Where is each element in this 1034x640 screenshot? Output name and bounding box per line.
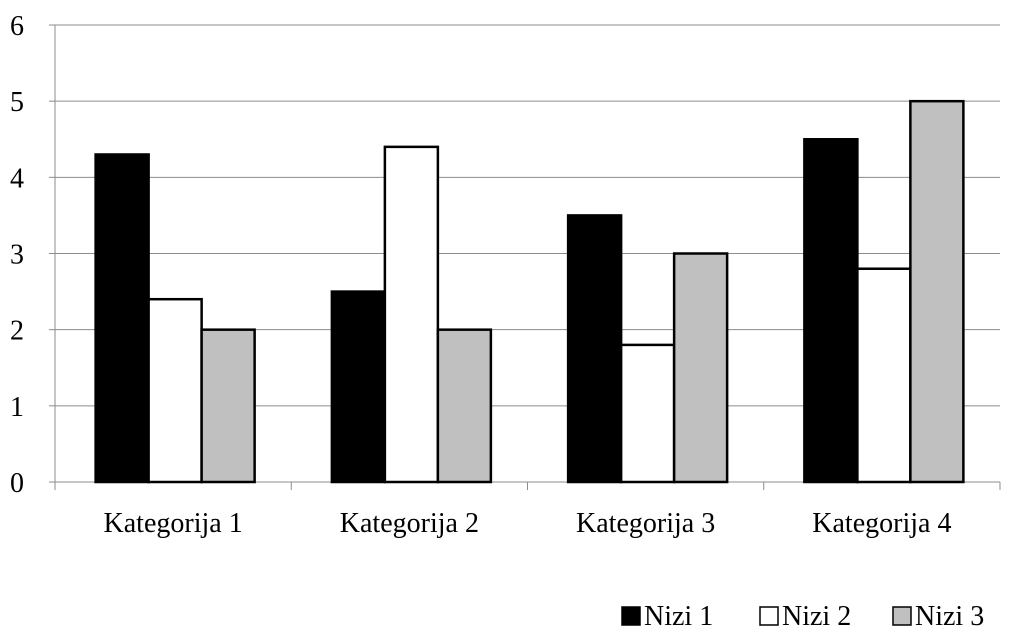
bar-1-2 (330, 290, 387, 484)
y-tick-label: 1 (10, 392, 24, 423)
legend-swatch (759, 606, 779, 626)
bar-2-2 (383, 145, 440, 484)
bar-2-4 (856, 267, 912, 484)
y-tick-label: 0 (10, 468, 24, 499)
y-tick-label: 5 (10, 87, 24, 118)
legend-swatch (621, 606, 641, 626)
bar-3-4 (909, 99, 965, 484)
bar-3-2 (436, 328, 493, 484)
bar-1-4 (803, 138, 859, 484)
bar-2-1 (147, 297, 203, 484)
x-tick-label: Kategorija 4 (812, 508, 951, 539)
y-tick-labels: 0 1 2 3 4 5 6 (10, 11, 24, 499)
bars (94, 99, 965, 484)
x-tick-label: Kategorija 1 (104, 508, 243, 539)
bar-3-1 (200, 328, 256, 484)
y-tick-label: 3 (10, 240, 24, 271)
legend: Nizi 1 Nizi 2 Nizi 3 (621, 601, 984, 632)
x-tick-label: Kategorija 2 (340, 508, 479, 539)
x-tick-label: Kategorija 3 (576, 508, 715, 539)
legend-item-2: Nizi 2 (759, 601, 851, 632)
bar-1-1 (94, 153, 150, 484)
y-tick-label: 2 (10, 316, 24, 347)
y-tick-label: 4 (10, 163, 24, 194)
legend-label: Nizi 3 (915, 601, 984, 632)
legend-swatch (892, 606, 912, 626)
legend-label: Nizi 2 (782, 601, 851, 632)
bar-1-3 (566, 214, 623, 484)
bar-3-3 (672, 252, 729, 484)
legend-item-3: Nizi 3 (892, 601, 984, 632)
legend-item-1: Nizi 1 (621, 601, 713, 632)
legend-label: Nizi 1 (644, 601, 713, 632)
y-tick-label: 6 (10, 11, 24, 42)
x-tick-labels: Kategorija 1 Kategorija 2 Kategorija 3 Kate… (104, 508, 952, 539)
bar-2-3 (619, 343, 676, 484)
